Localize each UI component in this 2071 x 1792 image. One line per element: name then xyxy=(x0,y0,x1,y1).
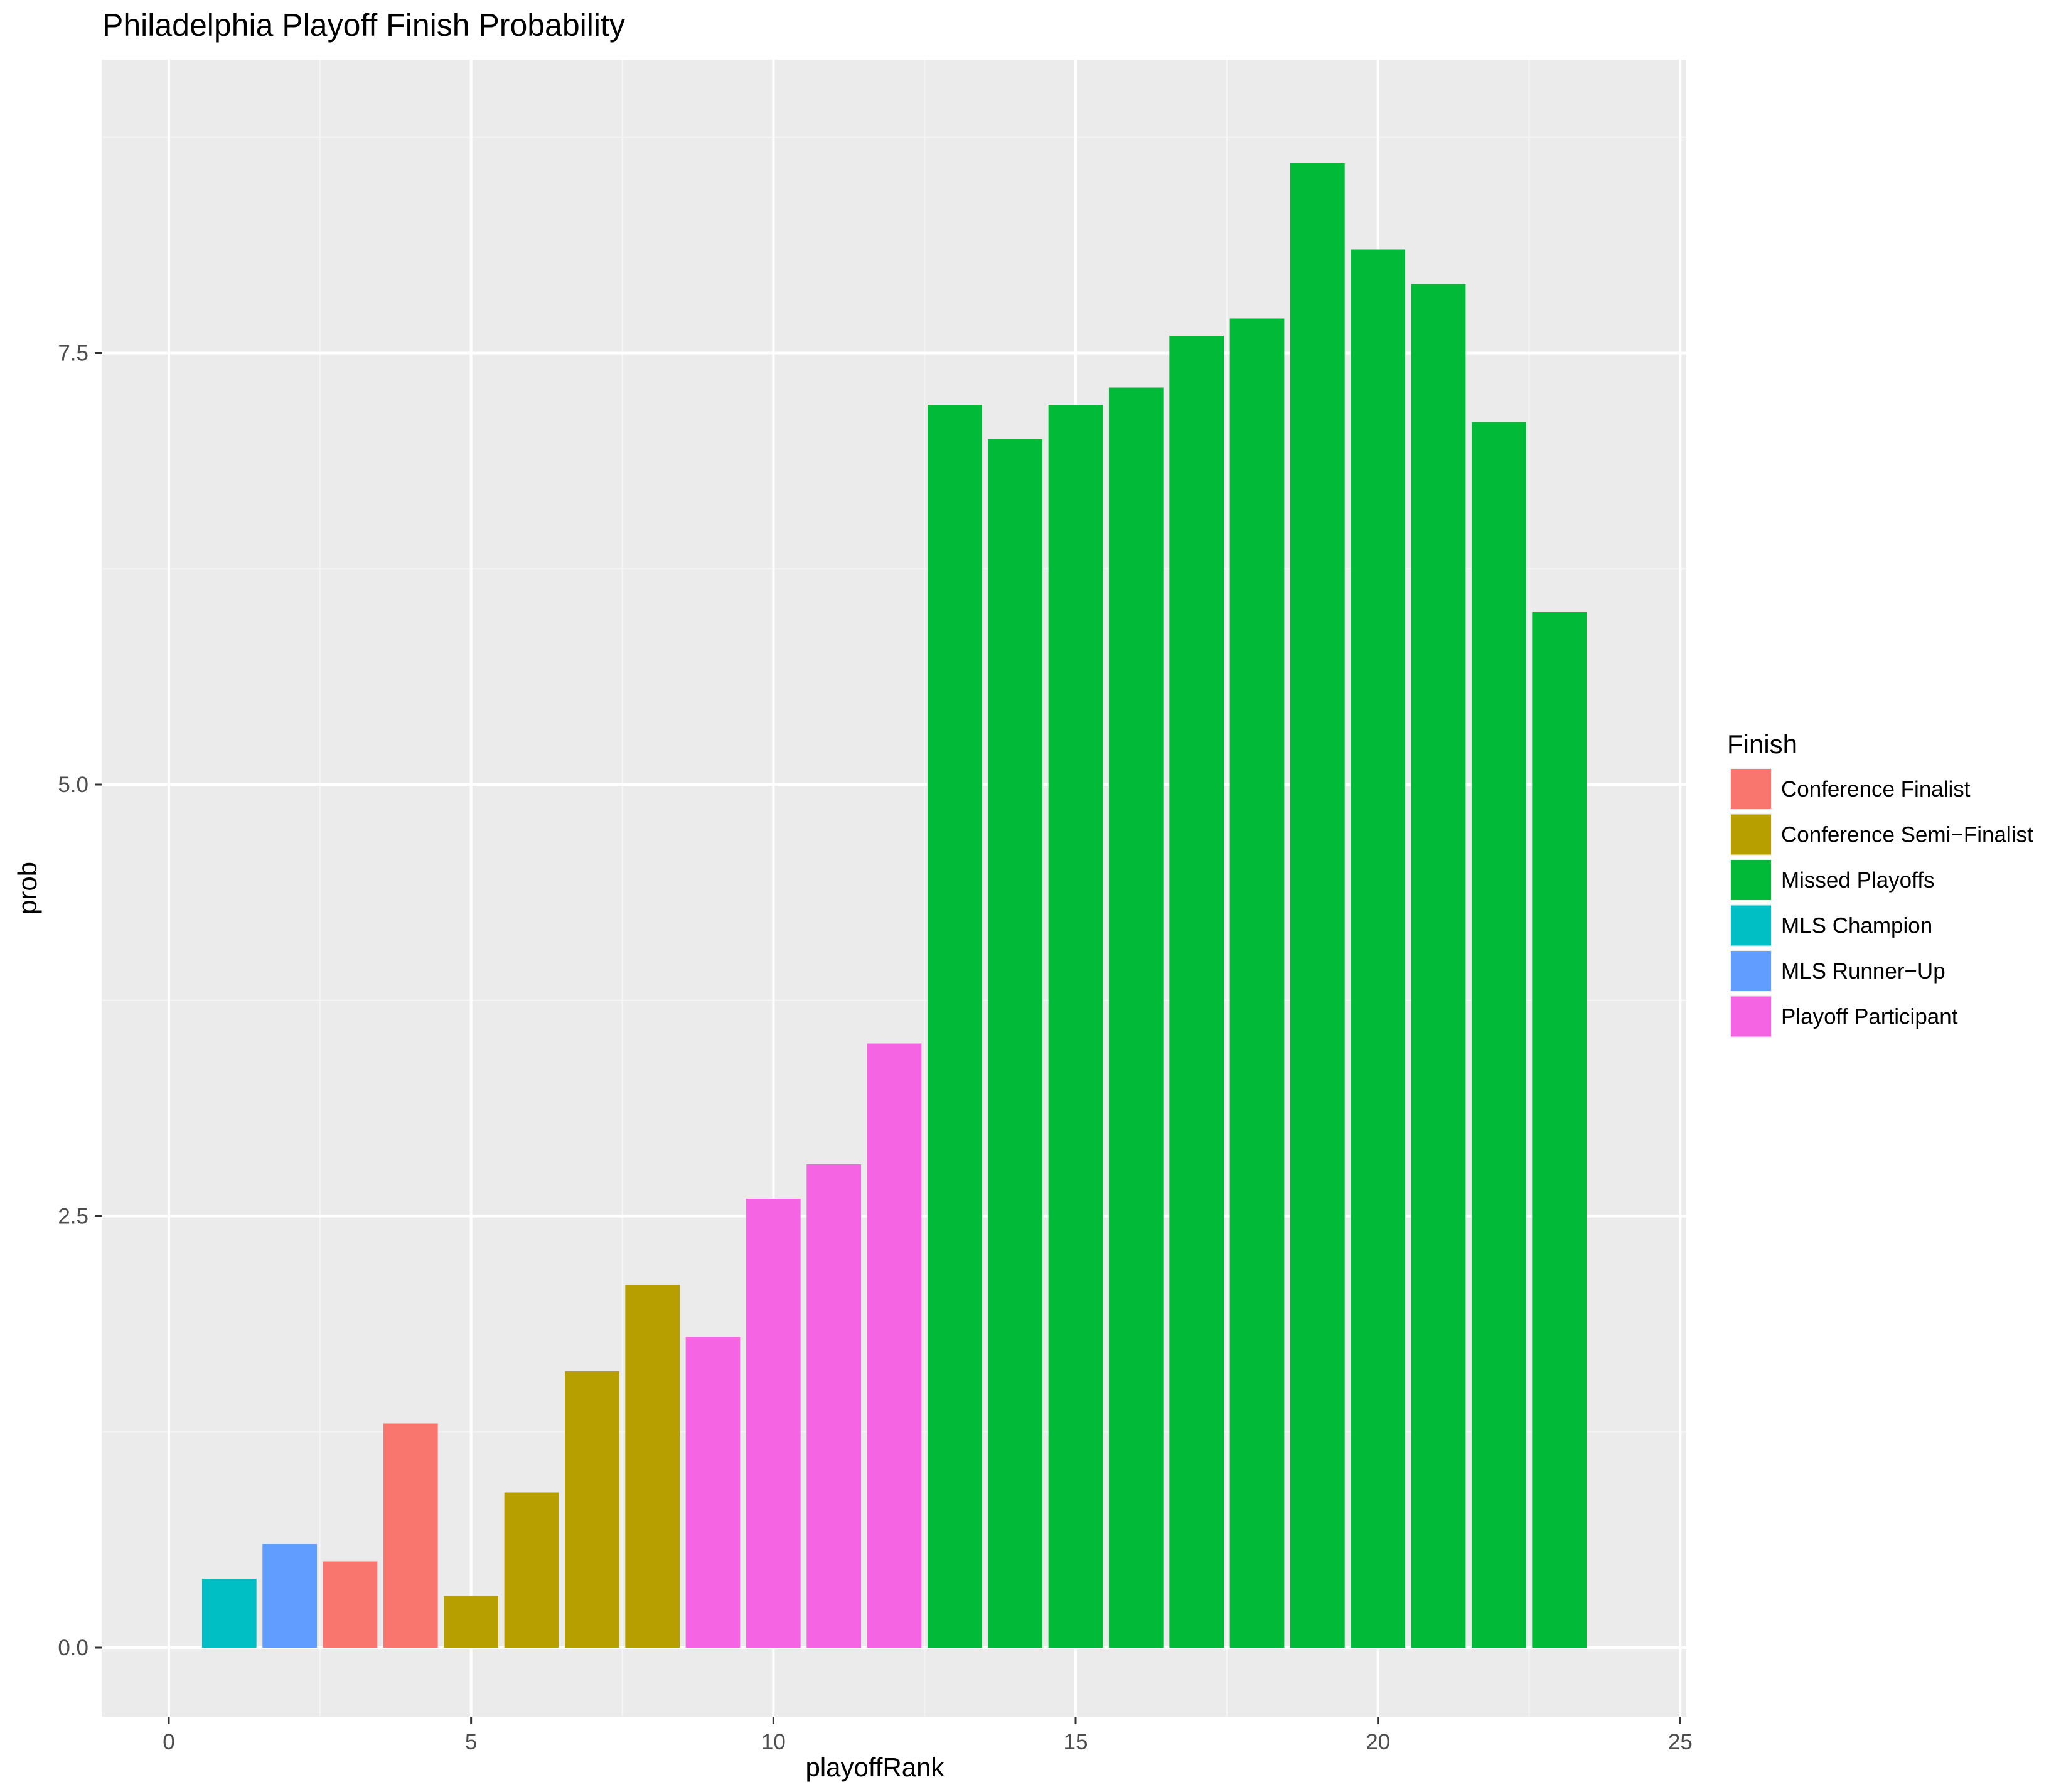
x-tick-label: 20 xyxy=(1366,1730,1390,1754)
y-tick-label: 5.0 xyxy=(58,773,88,797)
axes: 0 5 10 15 20 25 0.0 2.5 5.0 7.5 xyxy=(58,341,1692,1755)
bar xyxy=(806,1164,862,1648)
x-tick-label: 15 xyxy=(1064,1730,1088,1754)
x-tick-label: 10 xyxy=(761,1730,786,1754)
legend-label: MLS Champion xyxy=(1781,914,1932,938)
y-tick-label: 7.5 xyxy=(58,341,88,366)
legend-swatch xyxy=(1731,860,1771,900)
bar xyxy=(201,1579,257,1648)
legend-swatch xyxy=(1731,905,1771,946)
bar xyxy=(1229,318,1285,1648)
legend-title: Finish xyxy=(1727,729,1797,759)
bar xyxy=(1411,284,1466,1648)
legend-label: Missed Playoffs xyxy=(1781,868,1934,893)
bar xyxy=(383,1423,438,1648)
y-tick-label: 2.5 xyxy=(58,1205,88,1229)
legend-swatch xyxy=(1731,769,1771,809)
bar xyxy=(262,1544,317,1648)
bar xyxy=(1290,163,1345,1648)
bar xyxy=(685,1337,741,1648)
x-tick-label: 25 xyxy=(1668,1730,1693,1754)
bars xyxy=(201,163,1587,1648)
bar xyxy=(988,439,1043,1648)
legend-label: Playoff Participant xyxy=(1781,1005,1958,1029)
legend-label: Conference Semi−Finalist xyxy=(1781,823,2033,847)
bar xyxy=(323,1561,378,1648)
bar xyxy=(504,1492,559,1648)
legend-swatch xyxy=(1731,951,1771,991)
legend-swatch xyxy=(1731,814,1771,855)
bar xyxy=(564,1371,619,1648)
bar xyxy=(1472,422,1526,1648)
x-tick-label: 5 xyxy=(465,1730,477,1754)
bar xyxy=(1048,405,1103,1648)
bar xyxy=(1351,249,1406,1648)
legend: Finish Conference Finalist Conference Sem… xyxy=(1727,729,2033,1038)
bar xyxy=(746,1199,801,1648)
x-axis-label: playoffRank xyxy=(805,1752,945,1782)
bar xyxy=(1108,387,1164,1648)
x-tick-label: 0 xyxy=(163,1730,174,1754)
y-axis-label: prob xyxy=(13,862,42,915)
y-tick-label: 0.0 xyxy=(58,1636,88,1660)
legend-label: Conference Finalist xyxy=(1781,777,1971,802)
bar xyxy=(444,1596,498,1648)
bar xyxy=(1532,612,1587,1648)
bar xyxy=(1169,336,1224,1648)
legend-swatch xyxy=(1731,996,1771,1037)
bar xyxy=(625,1285,680,1648)
chart-title: Philadelphia Playoff Finish Probability xyxy=(102,8,625,43)
bar xyxy=(867,1043,922,1648)
bar xyxy=(927,405,982,1648)
legend-items: Conference Finalist Conference Semi−Final… xyxy=(1730,768,2033,1038)
legend-label: MLS Runner−Up xyxy=(1781,959,1945,984)
